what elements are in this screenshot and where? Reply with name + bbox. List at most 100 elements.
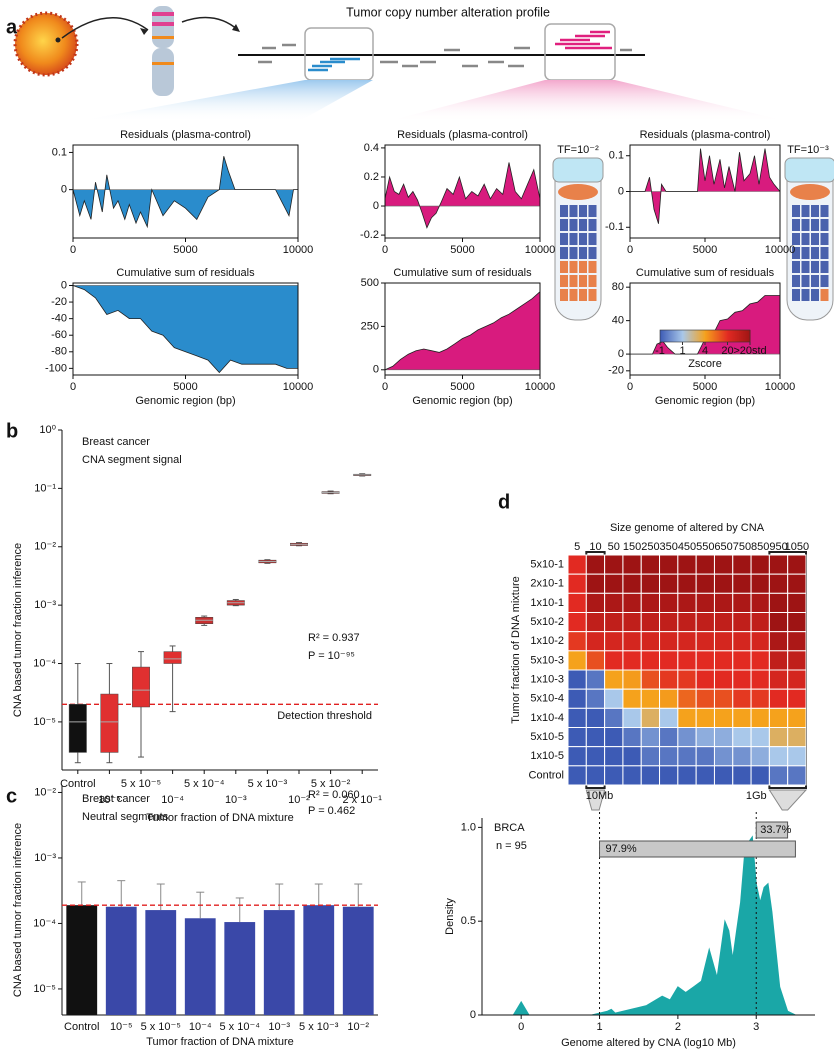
heatmap-cell: [713, 612, 734, 633]
heatmap-cell: [750, 631, 770, 652]
tube-cell: [792, 261, 800, 273]
heatmap-cell: [768, 573, 789, 594]
heatmap-cell: [732, 650, 752, 671]
tube-cell: [801, 205, 810, 217]
heatmap-cell: [695, 612, 715, 633]
heatmap-cell: [567, 612, 587, 633]
y-tick-label: 10⁻²: [34, 541, 56, 553]
x-axis-label: Genomic region (bp): [412, 395, 512, 407]
heatmap-cell: [713, 592, 734, 613]
x-tick-label: 5000: [693, 244, 717, 256]
tube-cell: [820, 261, 829, 273]
tube-cell: [569, 261, 578, 273]
heatmap-cell: [750, 573, 770, 594]
heatmap-cell: [677, 669, 697, 690]
x-tick-label: 10⁻³: [225, 794, 247, 806]
heatmap-cell: [713, 746, 734, 767]
y-tick-label: 0: [61, 279, 67, 291]
x-tick-label: 5000: [173, 244, 197, 256]
x-tick-label: 10⁻⁵: [98, 794, 121, 806]
heatmap-cell: [604, 688, 624, 709]
heatmap-cell: [659, 612, 679, 633]
tube-cell: [569, 233, 578, 245]
annotation: R² = 0.937: [308, 632, 360, 644]
x-axis-label: Tumor fraction of DNA mixture: [146, 1036, 294, 1048]
bar: [263, 910, 295, 1015]
heatmap-cell: [732, 707, 752, 728]
heatmap-cell: [768, 650, 789, 671]
y-tick-label: -0.1: [605, 221, 624, 233]
heatmap-cell: [622, 554, 642, 575]
heatmap-cell: [585, 554, 606, 575]
heatmap-cell: [677, 746, 697, 767]
box: [100, 693, 119, 753]
y-tick-label: -0.2: [360, 229, 379, 241]
x-tick-label: 5000: [173, 381, 197, 393]
heatmap-cell: [604, 592, 624, 613]
heatmap-cell: [622, 746, 642, 767]
annotation: P = 10⁻⁹⁵: [308, 650, 355, 662]
y-tick-label: 0: [470, 1009, 476, 1021]
tube-cell: [560, 205, 568, 217]
annotation: P = 0.462: [308, 805, 355, 817]
heatmap-cell: [677, 612, 697, 633]
column-label: 450: [678, 541, 696, 553]
tube-cell: [579, 261, 587, 273]
x-tick-label: 0: [518, 1021, 524, 1033]
tube-cell: [820, 247, 829, 259]
row-label: 5x10-3: [530, 654, 564, 666]
x-tick-label: 5000: [450, 381, 474, 393]
heatmap-cell: [567, 592, 587, 613]
row-label: 2x10-1: [530, 578, 564, 590]
heatmap-cell: [750, 707, 770, 728]
colorbar-tick-label: >20std: [733, 345, 766, 357]
x-tick-label: 10000: [525, 381, 556, 393]
span-label: 33.7%: [760, 824, 791, 836]
tf-label: TF=10⁻²: [557, 144, 599, 156]
heatmap-cell: [732, 573, 752, 594]
x-tick-label: 0: [627, 244, 633, 256]
panel-label: b: [6, 420, 18, 442]
heatmap-cell: [787, 592, 807, 613]
heatmap-cell: [787, 707, 807, 728]
y-tick-label: -60: [51, 329, 67, 341]
threshold-label: Detection threshold: [277, 710, 372, 722]
y-tick-label: 10⁻²: [34, 786, 56, 798]
heatmap-cell: [677, 554, 697, 575]
heatmap-cell: [750, 765, 770, 786]
tube-cell: [801, 233, 810, 245]
chart-title: BRCA: [494, 822, 525, 834]
heatmap-cell: [713, 573, 734, 594]
heatmap-cell: [787, 573, 807, 594]
colorbar: [660, 330, 683, 342]
x-tick-label: 5000: [693, 381, 717, 393]
x-tick-label: 10000: [525, 244, 556, 256]
chart-title: Cumulative sum of residuals: [116, 267, 255, 279]
tube-cell: [811, 205, 819, 217]
heatmap-cell: [640, 554, 661, 575]
tube-cell: [588, 233, 597, 245]
bar: [105, 906, 137, 1015]
x-tick-label: 5 x 10⁻³: [248, 778, 288, 790]
column-label: 650: [714, 541, 732, 553]
heatmap-cell: [768, 631, 789, 652]
heatmap-cell: [604, 573, 624, 594]
tube-cell: [792, 233, 800, 245]
x-tick-label: 10⁻⁴: [161, 794, 184, 806]
heatmap-cell: [695, 688, 715, 709]
y-tick-label: 1.0: [461, 821, 476, 833]
tube-cell: [792, 247, 800, 259]
y-tick-label: 10⁻¹: [34, 482, 56, 494]
heatmap-cell: [640, 688, 661, 709]
heatmap-cell: [732, 612, 752, 633]
chart-title: Cumulative sum of residuals: [393, 267, 532, 279]
heatmap-cell: [677, 631, 697, 652]
heatmap-cell: [640, 727, 661, 748]
heatmap-cell: [567, 650, 587, 671]
heatmap-cell: [659, 573, 679, 594]
area-fill: [73, 285, 298, 373]
heatmap-cell: [787, 669, 807, 690]
area-fill: [385, 291, 540, 370]
heatmap-cell: [695, 765, 715, 786]
row-label: 1x10-5: [530, 750, 564, 762]
